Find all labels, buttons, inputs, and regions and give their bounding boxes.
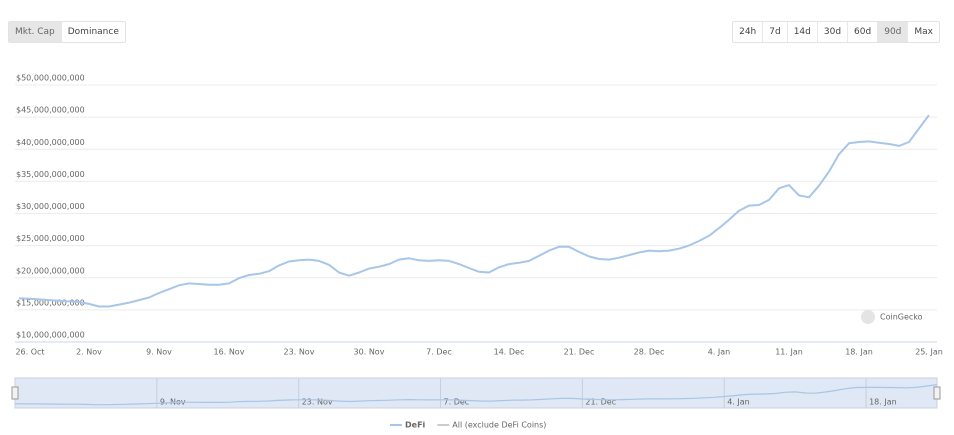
period-selector: 24h 7d 14d 30d 60d 90d Max [732,21,940,43]
button[interactable]: 30d [818,22,849,42]
navigator-label: 7. Dec [444,398,470,407]
x-tick-label: 4. Jan [708,348,731,357]
x-tick-label: 21. Dec [564,348,595,357]
y-tick-label: $30,000,000,000 [16,202,85,211]
legend-item[interactable]: DeFi [405,421,426,430]
data-line [18,114,930,308]
y-tick-label: $25,000,000,000 [16,234,85,243]
button[interactable]: 14d [788,22,818,42]
button[interactable]: 90d [878,22,909,42]
x-tick-label: 26. Oct [15,348,44,357]
x-tick-label: 18. Jan [845,348,873,357]
watermark-logo [861,310,875,324]
navigator-handle [933,386,941,400]
navigator-line [14,384,938,406]
navigator-label: 21. Dec [585,398,616,407]
y-tick-label: $20,000,000,000 [16,266,85,275]
x-tick-label: 9. Nov [146,348,172,357]
x-tick-label: 25. Jan [915,348,943,357]
y-tick-label: $10,000,000,000 [16,331,85,340]
x-tick-label: 23. Nov [284,348,315,357]
navigator-label: 9. Nov [160,398,186,407]
x-tick-label: 14. Dec [494,348,525,357]
watermark: CoinGecko [880,313,923,322]
x-tick-label: 30. Nov [354,348,385,357]
button[interactable]: 7d [763,22,788,42]
y-tick-label: $15,000,000,000 [16,298,85,307]
navigator-label: 23. Nov [302,398,333,407]
button[interactable]: 24h [733,22,764,42]
view-toggle: Mkt. Cap Dominance [8,21,126,43]
navigator-label: 18. Jan [869,398,897,407]
button[interactable]: Dominance [67,27,119,37]
x-tick-label: 11. Jan [775,348,803,357]
button[interactable]: 60d [848,22,879,42]
navigator-label: 4. Jan [727,398,750,407]
button[interactable]: Max [914,27,933,37]
y-tick-label: $35,000,000,000 [16,170,85,179]
y-tick-label: $50,000,000,000 [16,74,85,83]
x-tick-label: 16. Nov [214,348,245,357]
y-tick-label: $45,000,000,000 [16,106,85,115]
navigator-handle [11,386,19,400]
y-tick-label: $40,000,000,000 [16,138,85,147]
x-tick-label: 7. Dec [426,348,452,357]
x-tick-label: 28. Dec [634,348,665,357]
x-tick-label: 2. Nov [76,348,102,357]
button[interactable]: Mkt. Cap [9,22,62,42]
legend-item[interactable]: All (exclude DeFi Coins) [452,421,546,430]
